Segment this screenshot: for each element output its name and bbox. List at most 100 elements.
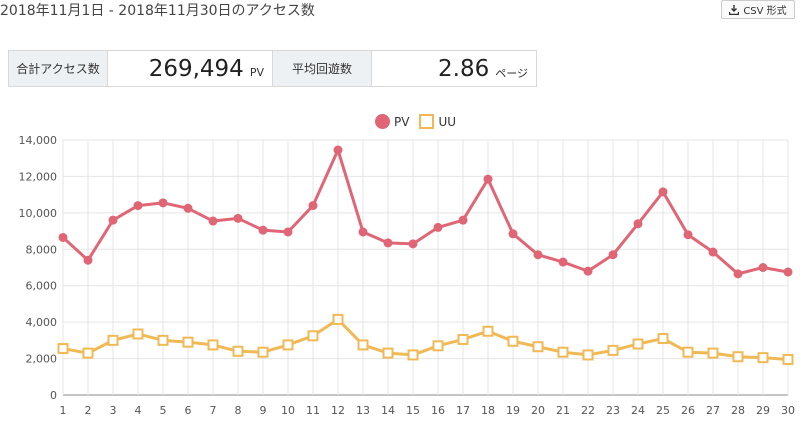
legend-item-uu[interactable]: UU — [419, 114, 456, 129]
x-tick-label: 29 — [756, 404, 770, 417]
data-point-pv — [783, 267, 793, 277]
data-point-pv — [583, 266, 593, 276]
legend-uu-label: UU — [438, 114, 457, 129]
data-point-pv — [58, 232, 68, 242]
data-point-uu — [132, 328, 144, 340]
data-point-pv — [433, 222, 443, 232]
total-access-label: 合計アクセス数 — [9, 51, 108, 86]
stats-panel: 合計アクセス数 269,494 PV 平均回遊数 2.86 ページ — [8, 50, 537, 87]
chart-legend: PV UU — [375, 114, 466, 129]
data-point-pv — [608, 250, 618, 260]
x-tick-label: 18 — [481, 404, 495, 417]
data-point-uu — [757, 352, 769, 364]
page-title: 2018年11月1日 - 2018年11月30日のアクセス数 — [0, 3, 315, 19]
x-tick-label: 11 — [306, 404, 320, 417]
x-tick-label: 9 — [260, 404, 267, 417]
total-access-value: 269,494 PV — [108, 51, 273, 86]
legend-uu-marker — [419, 114, 435, 129]
data-point-uu — [582, 349, 594, 361]
x-tick-label: 13 — [356, 404, 370, 417]
x-tick-label: 21 — [556, 404, 570, 417]
data-point-uu — [407, 349, 419, 361]
data-point-pv — [283, 227, 293, 237]
csv-export-button[interactable]: CSV 形式 — [721, 0, 795, 19]
x-tick-label: 22 — [581, 404, 595, 417]
data-point-uu — [682, 346, 694, 358]
data-point-pv — [633, 219, 643, 229]
data-point-uu — [482, 325, 494, 337]
data-point-uu — [257, 346, 269, 358]
data-point-pv — [358, 227, 368, 237]
data-point-pv — [258, 225, 268, 235]
access-line-chart: 0 2,000 4,000 6,000 8,000 10,000 12,000 14,000 1… — [19, 134, 796, 417]
x-tick-label: 8 — [235, 404, 242, 417]
x-tick-label: 1 — [60, 404, 67, 417]
x-tick-label: 25 — [656, 404, 670, 417]
x-tick-label: 20 — [531, 404, 545, 417]
data-point-pv — [383, 238, 393, 248]
y-tick-label: 8,000 — [26, 243, 58, 256]
data-point-pv — [208, 216, 218, 226]
x-tick-label: 23 — [606, 404, 620, 417]
data-point-uu — [557, 346, 569, 358]
data-point-uu — [332, 313, 344, 325]
x-tick-label: 12 — [331, 404, 345, 417]
legend-item-pv[interactable]: PV — [375, 114, 409, 129]
data-point-uu — [157, 334, 169, 346]
data-point-pv — [658, 187, 668, 197]
data-point-uu — [532, 341, 544, 353]
y-tick-label: 6,000 — [26, 280, 58, 293]
data-point-pv — [533, 250, 543, 260]
x-tick-label: 3 — [110, 404, 117, 417]
data-point-pv — [333, 145, 343, 155]
x-tick-label: 10 — [281, 404, 295, 417]
data-point-pv — [708, 247, 718, 257]
x-tick-label: 6 — [185, 404, 192, 417]
data-point-uu — [707, 347, 719, 359]
data-point-pv — [408, 239, 418, 249]
x-tick-label: 17 — [456, 404, 470, 417]
data-point-uu — [657, 333, 669, 345]
x-tick-label: 2 — [85, 404, 92, 417]
total-access-number: 269,494 — [148, 55, 244, 82]
data-point-uu — [57, 343, 69, 355]
y-tick-label: 4,000 — [26, 316, 58, 329]
legend-pv-marker — [375, 114, 390, 129]
data-point-pv — [133, 201, 143, 211]
data-point-pv — [483, 174, 493, 184]
x-tick-label: 14 — [381, 404, 395, 417]
x-tick-label: 19 — [506, 404, 520, 417]
data-point-pv — [458, 215, 468, 225]
y-tick-label: 2,000 — [26, 353, 58, 366]
avg-pages-unit: ページ — [495, 66, 528, 80]
x-tick-label: 28 — [731, 404, 745, 417]
data-point-uu — [457, 333, 469, 345]
data-point-pv — [558, 257, 568, 267]
avg-pages-value: 2.86 ページ — [372, 51, 536, 86]
x-tick-label: 4 — [135, 404, 142, 417]
y-tick-label: 10,000 — [19, 207, 58, 220]
csv-export-label: CSV 形式 — [743, 6, 787, 17]
x-tick-label: 24 — [631, 404, 645, 417]
data-point-uu — [382, 347, 394, 359]
data-point-uu — [282, 339, 294, 351]
data-point-pv — [233, 213, 243, 223]
data-point-uu — [207, 339, 219, 351]
data-point-uu — [782, 353, 794, 365]
data-point-uu — [307, 330, 319, 342]
data-point-uu — [107, 334, 119, 346]
data-point-uu — [182, 336, 194, 348]
x-tick-label: 27 — [706, 404, 720, 417]
x-tick-label: 7 — [210, 404, 217, 417]
data-point-pv — [108, 215, 118, 225]
data-point-pv — [83, 255, 93, 265]
data-point-uu — [232, 345, 244, 357]
data-point-pv — [308, 201, 318, 211]
x-tick-label: 16 — [431, 404, 445, 417]
data-point-uu — [632, 338, 644, 350]
data-point-uu — [82, 347, 94, 359]
data-point-pv — [508, 229, 518, 239]
x-tick-label: 5 — [160, 404, 167, 417]
x-tick-label: 15 — [406, 404, 420, 417]
avg-pages-number: 2.86 — [438, 55, 490, 82]
